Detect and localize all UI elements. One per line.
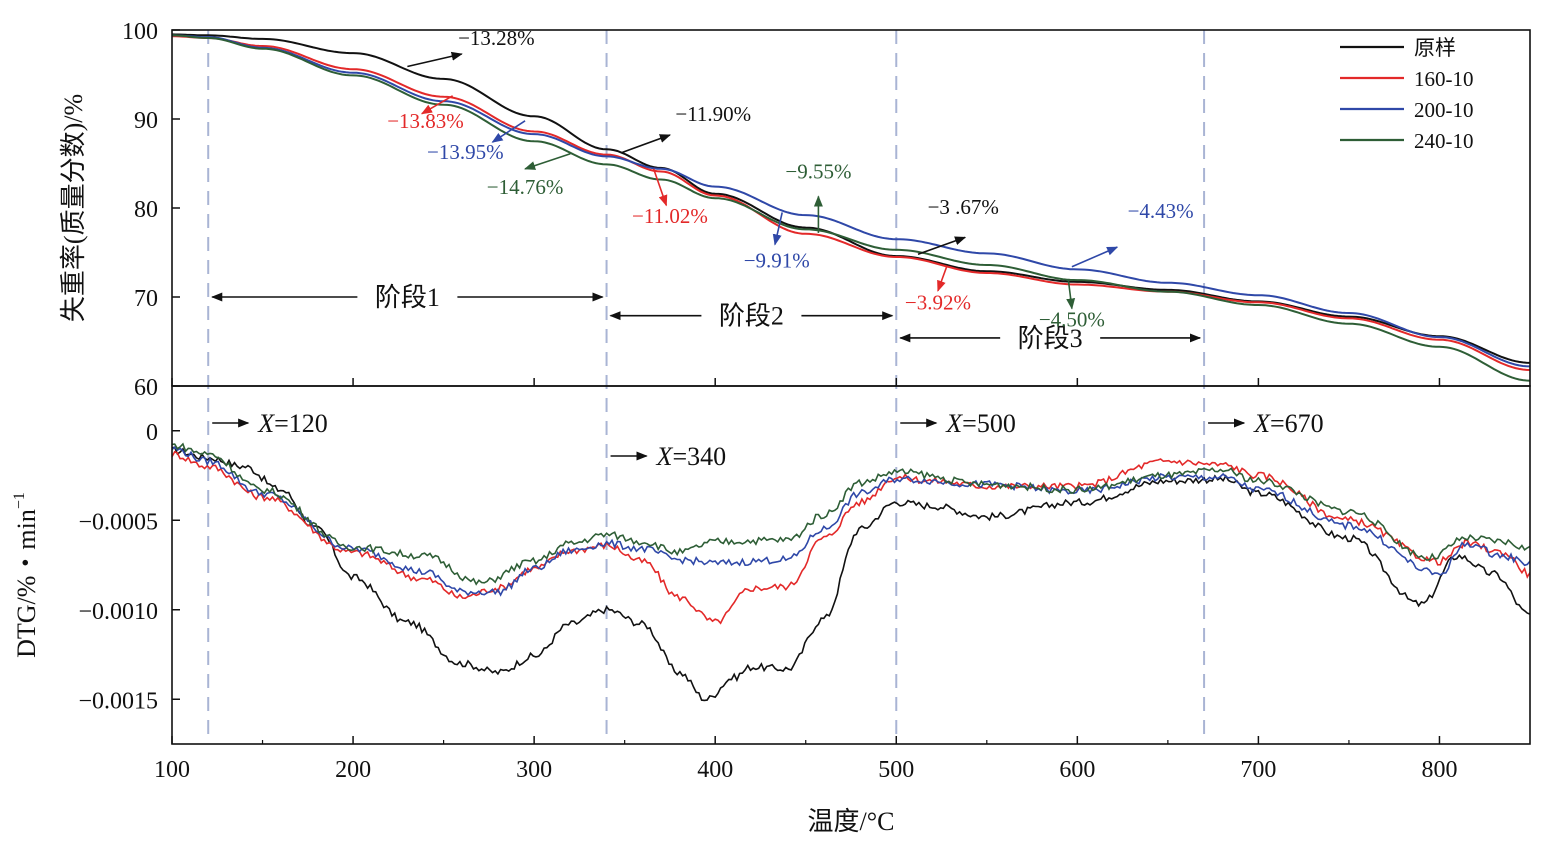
marker-value: =340 xyxy=(672,442,726,471)
legend-label-sample-160-10: 160-10 xyxy=(1414,67,1474,91)
annotation-label: −13.95% xyxy=(427,140,504,164)
annotation-label: −9.55% xyxy=(785,160,851,184)
dtg-line-raw-sample xyxy=(171,446,1531,702)
mass-loss-annotations: −13.28% −13.83% −13.95% −14.76% −11.90% −11.0… xyxy=(387,26,1193,331)
x-tick-label: 200 xyxy=(335,757,371,783)
plot-frames xyxy=(171,29,1531,745)
tg-plot-frame xyxy=(171,29,1531,387)
annotation-label: −13.28% xyxy=(458,26,535,50)
legend: 原样 160-10 200-10 240-10 xyxy=(1340,36,1474,153)
stage-labels: 阶段1 阶段2 阶段3 xyxy=(211,283,1202,353)
x-tick-label: 300 xyxy=(516,757,552,783)
stage-label: 阶段1 xyxy=(375,283,440,312)
annotation-label: −4.50% xyxy=(1039,307,1105,331)
annotation-arrow xyxy=(491,120,526,143)
x-tick-label: 100 xyxy=(154,757,190,783)
tg-line-sample-200-10 xyxy=(171,34,1531,368)
temperature-marker-label: X=340 xyxy=(656,442,727,471)
annotation-label: −4.43% xyxy=(1128,199,1194,223)
dtg-y-axis-label-sup: −1 xyxy=(11,492,28,509)
annotation-label: −9.91% xyxy=(744,249,810,273)
tg-y-axis-label: 失重率(质量分数)/% xyxy=(59,94,88,322)
marker-value: =500 xyxy=(962,409,1016,438)
axes: 100 200 300 400 500 600 700 800 温度/°C 60 70 80 90 100… xyxy=(11,19,1457,836)
tg-line-sample-160-10 xyxy=(171,35,1531,371)
annotation-label: −11.90% xyxy=(675,102,751,126)
legend-label-sample-240-10: 240-10 xyxy=(1414,129,1474,153)
tg-y-tick-label: 70 xyxy=(134,286,158,312)
annotation-arrow xyxy=(620,134,671,154)
dtg-line-sample-160-10 xyxy=(171,450,1531,625)
annotation-arrow xyxy=(407,51,463,68)
legend-label-raw-sample: 原样 xyxy=(1414,36,1456,60)
stage-label: 阶段2 xyxy=(719,302,784,331)
x-tick-label: 800 xyxy=(1421,757,1457,783)
dtg-line-sample-240-10 xyxy=(171,442,1531,586)
temperature-marker-label: X=500 xyxy=(945,409,1016,438)
dtg-y-tick-label: −0.0015 xyxy=(78,688,158,714)
marker-value: =120 xyxy=(274,409,328,438)
annotation-label: −14.76% xyxy=(487,175,564,199)
temperature-marker-label: X=120 xyxy=(257,409,328,438)
tg-y-tick-label: 60 xyxy=(134,375,158,401)
annotation-label: −13.83% xyxy=(387,109,464,133)
annotation-arrow xyxy=(1066,279,1076,310)
dtg-line-sample-200-10 xyxy=(171,445,1531,597)
annotation-label: −11.02% xyxy=(632,204,708,228)
marker-letter: X xyxy=(656,442,674,471)
temperature-marker-label: X=670 xyxy=(1253,409,1324,438)
dtg-y-axis-label: DTG/%・min−1 xyxy=(11,492,41,658)
dtg-y-tick-label: −0.0005 xyxy=(78,509,158,535)
tg-line-raw-sample xyxy=(171,33,1531,364)
tg-y-tick-label: 90 xyxy=(134,108,158,134)
dtg-y-tick-label: 0 xyxy=(146,420,158,446)
annotation-arrow xyxy=(772,212,783,246)
annotation-arrow xyxy=(917,236,967,256)
annotation-arrow xyxy=(420,95,454,115)
x-tick-label: 400 xyxy=(697,757,733,783)
x-tick-label: 600 xyxy=(1059,757,1095,783)
tg-y-tick-label: 80 xyxy=(134,197,158,223)
annotation-arrow xyxy=(937,265,948,292)
dtg-y-axis-label-main: DTG/%・min xyxy=(12,509,41,658)
x-axis-label: 温度/°C xyxy=(808,807,895,836)
marker-value: =670 xyxy=(1270,409,1324,438)
dtg-plot-frame xyxy=(171,385,1531,745)
tg-line-sample-240-10 xyxy=(171,34,1531,382)
marker-letter: X xyxy=(257,409,275,438)
dtg-curves xyxy=(171,442,1531,702)
x-tick-label: 700 xyxy=(1240,757,1276,783)
tg-y-tick-label: 100 xyxy=(122,19,158,45)
tg-curves xyxy=(171,33,1531,382)
legend-label-sample-200-10: 200-10 xyxy=(1414,98,1474,122)
dtg-y-tick-label: −0.0010 xyxy=(78,599,158,625)
annotation-arrow xyxy=(1071,246,1119,268)
annotation-label: −3 .67% xyxy=(928,195,999,219)
marker-letter: X xyxy=(1253,409,1271,438)
stage-label: 阶段3 xyxy=(1018,324,1083,353)
x-tick-label: 500 xyxy=(878,757,914,783)
annotation-label: −3.92% xyxy=(905,290,971,314)
annotation-arrow xyxy=(652,168,668,207)
annotation-arrow xyxy=(524,152,571,170)
marker-letter: X xyxy=(945,409,963,438)
